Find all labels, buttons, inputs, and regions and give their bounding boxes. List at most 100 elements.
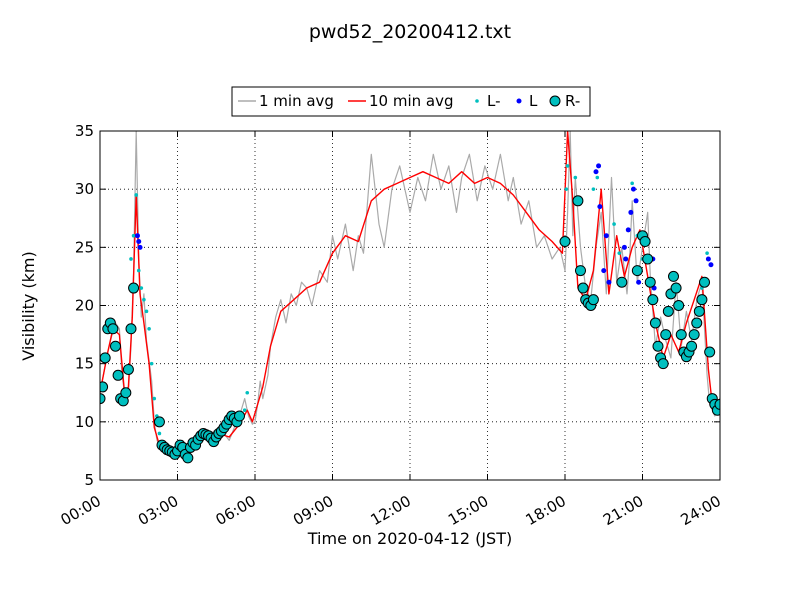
point-r <box>714 398 720 410</box>
point-l <box>142 297 146 302</box>
point-r <box>696 294 708 306</box>
point-l <box>152 396 157 401</box>
point-r <box>234 410 245 422</box>
point-l <box>597 204 603 210</box>
x-tick-label: 12:00 <box>368 492 414 529</box>
point-r <box>110 340 121 352</box>
point-r <box>670 282 682 294</box>
point-l <box>595 175 600 180</box>
point-l <box>625 227 631 233</box>
point-r <box>559 236 571 248</box>
x-axis-label: Time on 2020-04-12 (JST) <box>307 529 512 548</box>
point-r <box>125 323 137 335</box>
grid <box>100 131 720 480</box>
point-l <box>628 209 634 215</box>
point-r <box>122 363 134 375</box>
x-tick-label: 06:00 <box>213 492 259 529</box>
point-r <box>660 329 672 341</box>
point-r <box>673 300 685 311</box>
point-l <box>245 390 250 395</box>
point-r <box>631 265 643 277</box>
point-l <box>565 164 570 168</box>
point-r <box>577 282 589 294</box>
point-l <box>630 186 636 192</box>
x-tick-label: 18:00 <box>523 492 569 529</box>
y-axis-label: Visibility (km) <box>19 251 38 360</box>
x-tick-label: 15:00 <box>445 492 491 529</box>
point-l <box>606 279 612 285</box>
point-r <box>128 282 140 294</box>
point-l <box>630 181 634 186</box>
legend-label-l: L- <box>487 92 501 110</box>
x-tick-label: 03:00 <box>135 492 181 529</box>
point-r <box>662 305 674 317</box>
y-tick-label: 30 <box>75 180 94 198</box>
series-layer <box>100 131 720 464</box>
point-l <box>573 175 578 180</box>
point-l <box>131 233 136 238</box>
point-l <box>147 326 151 331</box>
point-l <box>705 256 711 262</box>
point-l <box>708 262 714 268</box>
point-r <box>704 346 716 358</box>
legend-label-l: L <box>529 92 538 110</box>
legend-label-10-min-avg: 10 min avg <box>369 92 454 110</box>
y-tick-label: 35 <box>75 122 94 140</box>
point-r <box>587 294 599 306</box>
legend-label-1-min-avg: 1 min avg <box>259 92 334 110</box>
point-l <box>617 251 622 255</box>
point-l <box>636 279 642 285</box>
y-tick-label: 10 <box>75 413 94 431</box>
point-r <box>572 195 584 207</box>
point-l <box>137 244 143 250</box>
point-l <box>149 361 154 366</box>
point-r <box>652 340 664 352</box>
point-l <box>621 244 627 250</box>
point-l <box>139 286 144 290</box>
point-r <box>668 270 679 282</box>
legend-label-r: R- <box>565 92 580 110</box>
legend-swatch-l <box>516 98 522 104</box>
point-r <box>691 317 703 329</box>
point-r <box>686 340 698 352</box>
x-tick-label: 21:00 <box>600 492 646 529</box>
point-r <box>675 329 687 341</box>
point-r <box>647 294 659 306</box>
point-r <box>649 317 661 329</box>
point-l <box>144 309 149 314</box>
chart-title: pwd52_20200412.txt <box>309 21 511 43</box>
point-l <box>136 239 142 245</box>
point-l <box>603 233 609 239</box>
point-l <box>242 408 247 413</box>
point-r <box>693 305 705 317</box>
legend-box <box>231 86 591 117</box>
legend-swatch-l <box>475 99 479 103</box>
point-l <box>705 251 709 255</box>
point-l <box>633 198 639 204</box>
x-tick-label: 09:00 <box>290 492 336 529</box>
point-l <box>591 187 596 191</box>
point-r <box>575 265 586 277</box>
x-tick-label: 24:00 <box>678 492 724 529</box>
point-l <box>564 187 569 191</box>
point-r <box>642 253 654 265</box>
point-r <box>120 387 132 399</box>
point-l <box>157 431 162 436</box>
point-r <box>100 393 106 405</box>
y-tick-label: 20 <box>75 297 94 315</box>
point-l <box>593 169 599 175</box>
point-r <box>100 381 109 393</box>
point-l <box>129 257 133 261</box>
point-l <box>136 268 141 273</box>
legend-swatch-r <box>549 95 561 107</box>
point-l <box>623 256 629 262</box>
point-r <box>699 276 710 288</box>
point-r <box>688 329 700 341</box>
legend: 1 min avg 10 min avg L- L R- <box>231 86 591 117</box>
point-l <box>134 193 138 197</box>
point-l <box>601 268 607 274</box>
point-r <box>639 236 651 248</box>
point-r <box>153 416 165 428</box>
point-r <box>644 276 656 288</box>
